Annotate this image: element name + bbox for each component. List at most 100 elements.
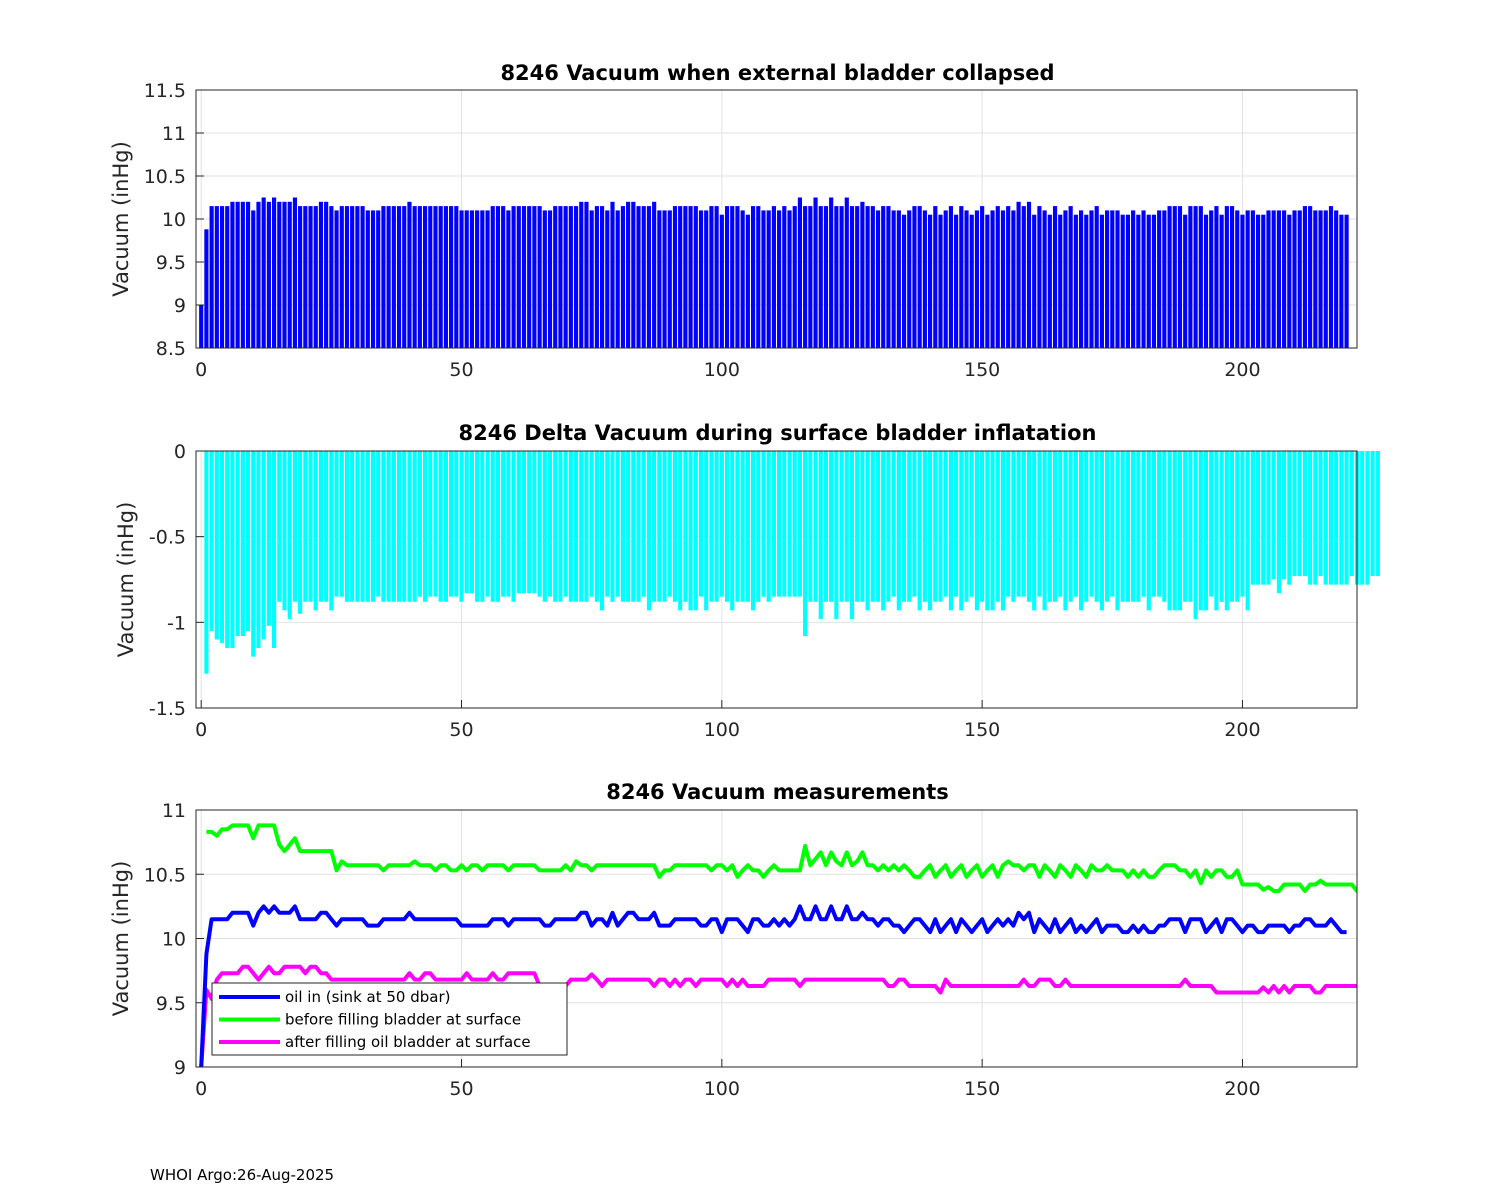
data-bar: [719, 451, 724, 597]
data-bar: [204, 451, 209, 674]
data-bar: [1006, 451, 1011, 597]
data-bar: [443, 451, 448, 602]
data-bar: [433, 451, 438, 597]
data-bar: [532, 451, 537, 594]
data-bar: [823, 206, 829, 348]
data-bar: [683, 206, 688, 348]
data-bar: [469, 451, 475, 594]
data-bar: [1157, 451, 1162, 597]
data-bar: [1058, 451, 1063, 597]
data-bar: [881, 451, 886, 611]
data-bar: [449, 451, 454, 597]
data-bar: [516, 206, 521, 348]
data-bar: [1193, 206, 1198, 348]
data-bar: [829, 451, 834, 602]
data-bar: [1089, 210, 1094, 348]
data-bar: [334, 210, 339, 348]
data-bar: [376, 210, 381, 348]
chart-title: 8246 Delta Vacuum during surface bladder…: [459, 421, 1097, 445]
data-bar: [412, 206, 417, 348]
data-bar: [1047, 214, 1052, 348]
data-bar: [370, 451, 376, 602]
data-bar: [1078, 451, 1084, 611]
data-bar: [1141, 451, 1146, 597]
data-bar: [1229, 206, 1235, 348]
data-bar: [298, 451, 303, 614]
data-bar: [370, 210, 376, 348]
data-bar: [240, 201, 245, 348]
data-bar: [313, 451, 318, 611]
data-bar: [631, 201, 636, 348]
data-bar: [667, 451, 672, 597]
data-bar: [475, 451, 480, 602]
data-bar: [891, 451, 896, 597]
data-bar: [948, 206, 953, 348]
data-bar: [1313, 451, 1318, 585]
data-bar: [511, 451, 516, 602]
data-bar: [818, 451, 823, 619]
data-bar: [745, 451, 750, 602]
data-bar: [933, 206, 938, 348]
legend-label: oil in (sink at 50 dbar): [285, 988, 450, 1006]
data-bar: [766, 451, 771, 602]
data-bar: [870, 451, 875, 602]
data-bar: [245, 451, 251, 631]
data-bar: [1250, 210, 1255, 348]
y-tick-label: 8.5: [156, 338, 186, 360]
data-bar: [261, 197, 266, 348]
data-bar: [396, 451, 402, 602]
y-tick-label: 9: [174, 1057, 186, 1079]
y-tick-label: -1: [167, 612, 186, 634]
data-bar: [261, 451, 266, 640]
data-bar: [386, 451, 391, 602]
data-bar: [360, 451, 365, 602]
data-bar: [277, 451, 282, 602]
data-bar: [1146, 451, 1151, 611]
data-bar: [917, 206, 922, 348]
y-tick-label: 11: [162, 800, 186, 822]
x-tick-label: 50: [449, 359, 473, 381]
data-bar: [412, 451, 417, 602]
data-bar: [985, 214, 990, 348]
data-bar: [990, 451, 995, 611]
data-bar: [303, 206, 308, 348]
data-bar: [225, 451, 230, 649]
data-bar: [641, 206, 646, 348]
data-bar: [558, 451, 563, 602]
data-bar: [407, 451, 412, 602]
footer-credit: WHOI Argo:26-Aug-2025: [150, 1166, 335, 1184]
data-bar: [313, 206, 318, 348]
data-bar: [240, 451, 245, 637]
data-bar: [1198, 206, 1203, 348]
data-bar: [433, 206, 438, 348]
axes-frame: [195, 809, 1358, 1068]
data-bar: [1302, 451, 1308, 577]
data-bar: [225, 206, 230, 348]
data-bar: [678, 206, 683, 348]
data-bar: [277, 201, 282, 348]
data-bar: [1297, 451, 1302, 577]
data-bar: [1000, 451, 1006, 611]
data-bar: [688, 206, 693, 348]
data-bar: [501, 451, 506, 597]
x-tick-label: 0: [195, 719, 207, 741]
series-line: [199, 904, 1347, 1067]
data-bar: [428, 206, 433, 348]
data-bar: [948, 451, 953, 611]
data-bar: [1313, 210, 1318, 348]
data-bar: [1209, 210, 1214, 348]
data-bar: [1287, 214, 1292, 348]
data-bar: [615, 210, 620, 348]
data-bar: [969, 214, 974, 348]
data-bar: [974, 210, 980, 348]
data-bar: [272, 451, 277, 649]
data-bar: [449, 206, 454, 348]
data-bar: [704, 451, 709, 611]
legend-label: after filling oil bladder at surface: [285, 1033, 531, 1051]
data-bar: [324, 201, 329, 348]
y-tick-label: 10: [162, 929, 186, 951]
data-bar: [1240, 214, 1245, 348]
data-bar: [938, 451, 943, 602]
data-bar: [547, 451, 553, 597]
data-bar: [1151, 214, 1157, 348]
